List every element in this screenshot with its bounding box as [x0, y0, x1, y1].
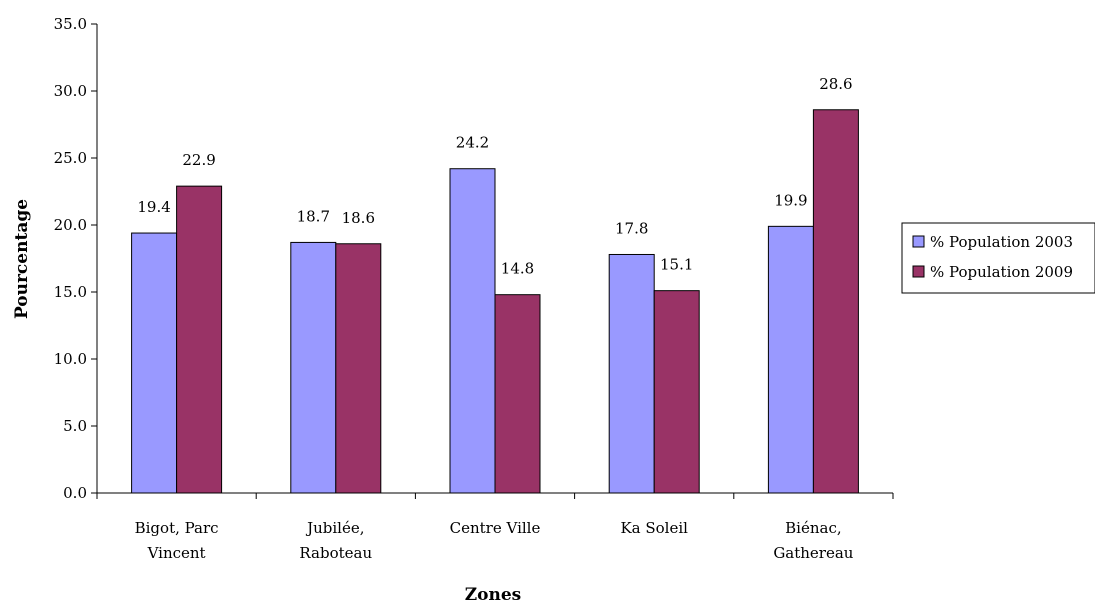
bar-2003 [449, 168, 496, 494]
y-tick-label: 35.0 [54, 15, 87, 33]
x-axis-title: Zones [465, 585, 522, 605]
legend-box [901, 222, 1095, 294]
category-label: Ka Soleil [620, 519, 688, 537]
y-tick-label: 20.0 [54, 216, 87, 234]
legend-swatch [912, 235, 925, 248]
y-tick-label: 0.0 [63, 484, 87, 502]
data-labels: 19.4 18.7 24.2 17.8 19.9 22.9 18.6 14.8 15.1 28.6 [137, 75, 852, 278]
category-label: Centre Ville [450, 519, 541, 537]
data-label: 22.9 [182, 151, 215, 169]
bar-2009 [176, 185, 223, 494]
legend-swatch [912, 265, 925, 278]
data-label: 14.8 [501, 260, 534, 278]
category-label: Bigot, Parc Vincent [135, 519, 219, 562]
y-axis-title: Pourcentage [12, 199, 32, 319]
data-label: 28.6 [819, 75, 852, 93]
bar-2009 [494, 294, 541, 494]
bar-2009 [812, 109, 859, 494]
legend: % Population 2003 % Population 2009 [901, 222, 1095, 294]
bar-2003 [290, 241, 337, 494]
bar-2003 [767, 225, 814, 494]
y-tick-label: 30.0 [54, 82, 87, 100]
data-label: 18.7 [297, 207, 330, 225]
data-label: 19.4 [137, 198, 170, 216]
data-label: 15.1 [660, 256, 693, 274]
bars [131, 109, 859, 494]
x-axis: Bigot, Parc Vincent Jubilée, Raboteau Centre… [96, 492, 894, 562]
category-label: Biénac, Gathereau [773, 519, 853, 562]
data-label: 17.8 [615, 219, 648, 237]
legend-label: % Population 2003 [930, 233, 1073, 251]
y-tick-label: 5.0 [63, 417, 87, 435]
y-tick-label: 25.0 [54, 149, 87, 167]
data-label: 24.2 [456, 134, 489, 152]
y-tick-label: 10.0 [54, 350, 87, 368]
data-label: 19.9 [774, 191, 807, 209]
y-tick-label: 15.0 [54, 283, 87, 301]
legend-label: % Population 2009 [930, 263, 1073, 281]
category-label: Jubilée, Raboteau [299, 519, 372, 562]
bar-2003 [131, 232, 178, 494]
data-label: 18.6 [342, 209, 375, 227]
bar-2009 [653, 290, 700, 494]
bar-2003 [608, 253, 655, 494]
bar-2009 [335, 243, 382, 494]
y-axis: 0.0 5.0 10.0 15.0 20.0 25.0 30.0 35.0 [54, 15, 98, 502]
